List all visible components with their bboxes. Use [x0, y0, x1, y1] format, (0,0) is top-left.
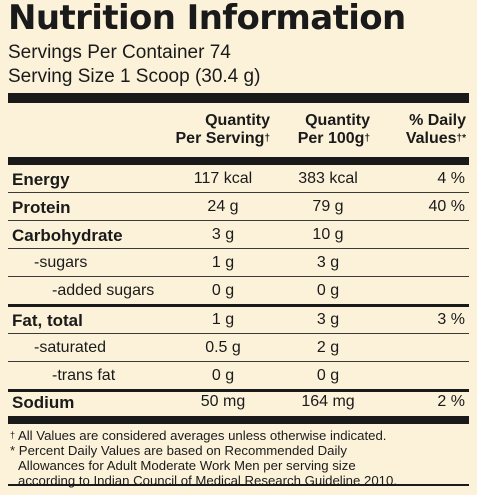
daily-value: 3 % [437, 311, 465, 328]
header-per-serving-line1: Quantity [205, 112, 270, 129]
nutrient-name: Carbohydrate [12, 226, 123, 245]
per-100g-value: 0 g [316, 282, 340, 299]
per-100g-value: 0 g [316, 367, 340, 384]
per-serving-value: 1 g [211, 254, 235, 271]
table-row-energy: Energy 117 kcal 383 kcal 4 % [8, 165, 469, 193]
nutrient-name: Protein [12, 198, 71, 217]
daily-value: 4 % [437, 170, 465, 187]
nutrient-name: -added sugars [52, 282, 155, 299]
per-serving-value: 0.5 g [205, 339, 241, 356]
per-100g-value: 3 g [316, 254, 340, 271]
per-100g-value: 3 g [316, 311, 340, 328]
table-row-sodium: Sodium 50 mg 164 mg 2 % [8, 388, 469, 415]
header-per-100g: Quantity Per 100g† [270, 112, 370, 148]
footer-divider [8, 416, 469, 424]
servings-per-container: Servings Per Container 74 [8, 42, 231, 63]
daily-value: 40 % [428, 198, 465, 215]
header-per-serving-line2: Per Serving [175, 130, 265, 147]
dagger-mark: † [264, 133, 270, 144]
header-per-100g-line2: Per 100g [297, 130, 365, 147]
table-row-fat-total: Fat, total 1 g 3 g 3 % [8, 306, 469, 334]
bottom-border [8, 484, 469, 486]
per-100g-value: 383 kcal [298, 170, 358, 187]
dagger-mark: † [10, 430, 16, 440]
table-row-added-sugars: -added sugars 0 g 0 g [8, 277, 469, 307]
table-row-carbohydrate: Carbohydrate 3 g 10 g [8, 221, 469, 249]
header-per-100g-line1: Quantity [305, 112, 370, 129]
footnote-averages: † All Values are considered averages unl… [10, 428, 386, 443]
top-divider [8, 93, 469, 103]
nutrient-name: -trans fat [52, 367, 116, 384]
nutrient-name: -sugars [34, 254, 88, 271]
page-title: Nutrition Information [8, 0, 406, 38]
nutrient-name: Energy [12, 170, 70, 189]
header-divider [8, 157, 469, 165]
header-per-serving: Quantity Per Serving† [140, 112, 271, 148]
header-daily-line1: % Daily [409, 112, 466, 129]
footnote-daily-values: * Percent Daily Values are based on Reco… [10, 443, 397, 488]
per-serving-value: 0 g [211, 282, 235, 299]
nutrient-name: -saturated [34, 339, 107, 356]
header-daily-values: % Daily Values†* [370, 112, 466, 148]
dagger-mark: † [364, 133, 370, 144]
per-serving-value: 0 g [211, 367, 235, 384]
per-100g-value: 79 g [312, 198, 344, 215]
footnote-line1: * Percent Daily Values are based on Reco… [10, 443, 347, 458]
nutrient-name: Fat, total [12, 311, 83, 330]
table-row-trans-fat: -trans fat 0 g 0 g [8, 362, 469, 392]
footnote-averages-text: All Values are considered averages unles… [17, 428, 387, 443]
table-row-protein: Protein 24 g 79 g 40 % [8, 193, 469, 221]
header-daily-line2: Values [405, 130, 457, 147]
per-serving-value: 24 g [207, 198, 239, 215]
table-row-saturated: -saturated 0.5 g 2 g [8, 334, 469, 362]
serving-size: Serving Size 1 Scoop (30.4 g) [8, 66, 261, 87]
per-serving-value: 50 mg [200, 393, 246, 410]
per-100g-value: 164 mg [301, 393, 355, 410]
footnote-line2: Allowances for Adult Moderate Work Men p… [18, 458, 356, 473]
daily-value: 2 % [437, 393, 465, 410]
per-100g-value: 10 g [312, 226, 344, 243]
per-serving-value: 3 g [211, 226, 235, 243]
per-serving-value: 117 kcal [193, 170, 253, 187]
per-serving-value: 1 g [211, 311, 235, 328]
per-100g-value: 2 g [316, 339, 340, 356]
dagger-star-mark: †* [456, 133, 466, 144]
table-row-sugars: -sugars 1 g 3 g [8, 249, 469, 277]
nutrient-name: Sodium [12, 393, 75, 412]
